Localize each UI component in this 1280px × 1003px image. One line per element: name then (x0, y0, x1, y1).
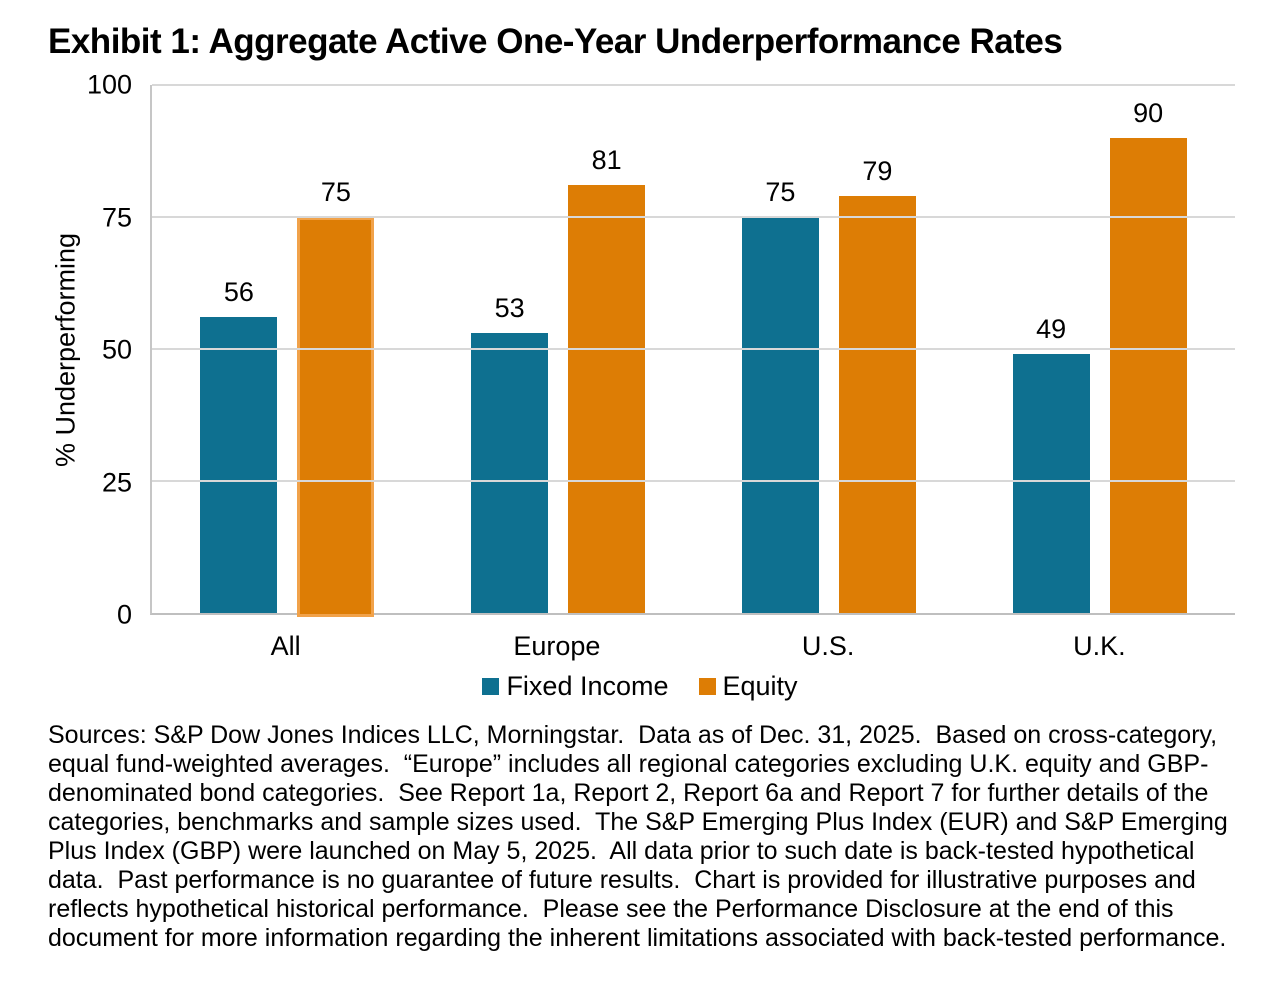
legend-swatch-icon (698, 678, 716, 695)
bar-slot: 56 (200, 85, 278, 613)
bar-equity-u-s (838, 195, 916, 613)
bar-group-u-s: 75 79 (694, 85, 965, 613)
legend-label: Equity (722, 671, 798, 701)
bar-slot: 53 (471, 85, 549, 613)
bar-value-label: 79 (862, 155, 893, 186)
bar-fixed-income-europe (471, 333, 549, 613)
legend-label: Fixed Income (506, 671, 669, 701)
bar-slot: 79 (838, 85, 916, 613)
gridline (152, 348, 1235, 350)
category-labels: All Europe U.S. U.K. (150, 631, 1235, 662)
bar-fixed-income-u-s (741, 217, 819, 613)
chart-title: Exhibit 1: Aggregate Active One-Year Und… (48, 22, 1063, 61)
y-tick-label: 75 (101, 202, 132, 232)
x-category-label-all: All (270, 631, 301, 661)
bar-value-label: 49 (1036, 314, 1067, 345)
x-category-label-u-k: U.K. (1073, 631, 1126, 661)
bar-value-label: 56 (223, 277, 254, 308)
bar-group-europe: 53 81 (423, 85, 694, 613)
bar-value-label: 53 (494, 293, 525, 324)
bar-value-label: 75 (765, 177, 796, 207)
bar-equity-europe (568, 185, 646, 613)
legend-item-fixed-income: Fixed Income (482, 671, 669, 702)
y-tick-label: 100 (86, 69, 132, 100)
bar-equity-all (297, 217, 375, 617)
source-note: Sources: S&P Dow Jones Indices LLC, Morn… (48, 721, 1235, 952)
legend-item-equity: Equity (698, 671, 798, 702)
gridline (152, 216, 1235, 218)
x-category-label-europe: Europe (513, 631, 601, 661)
y-axis-ticks: 0 25 50 75 100 (0, 70, 132, 630)
x-category-label-u-s: U.S. (801, 631, 855, 661)
gridline (152, 480, 1235, 482)
y-tick-label: 0 (116, 599, 132, 630)
legend-swatch-icon (482, 678, 500, 695)
gridline (152, 84, 1235, 86)
bar-equity-u-k (1109, 137, 1187, 613)
y-tick-label: 25 (101, 467, 132, 497)
bar-slot: 75 (741, 85, 819, 613)
bar-slot: 49 (1012, 85, 1090, 613)
bar-value-label: 75 (320, 177, 351, 207)
y-tick-label: 50 (101, 334, 132, 365)
legend: Fixed Income Equity (0, 671, 1280, 702)
plot-area: 56 75 53 81 75 79 49 90 (150, 84, 1235, 617)
bar-value-label: 81 (591, 145, 622, 176)
bar-value-label: 90 (1133, 97, 1164, 128)
bar-slot: 81 (568, 85, 646, 613)
bar-slot: 75 (297, 85, 375, 617)
bar-group-all: 56 75 (152, 85, 423, 617)
bar-fixed-income-u-k (1012, 354, 1090, 613)
bar-fixed-income-all (200, 317, 278, 613)
bar-groups: 56 75 53 81 75 79 49 90 (152, 85, 1235, 617)
